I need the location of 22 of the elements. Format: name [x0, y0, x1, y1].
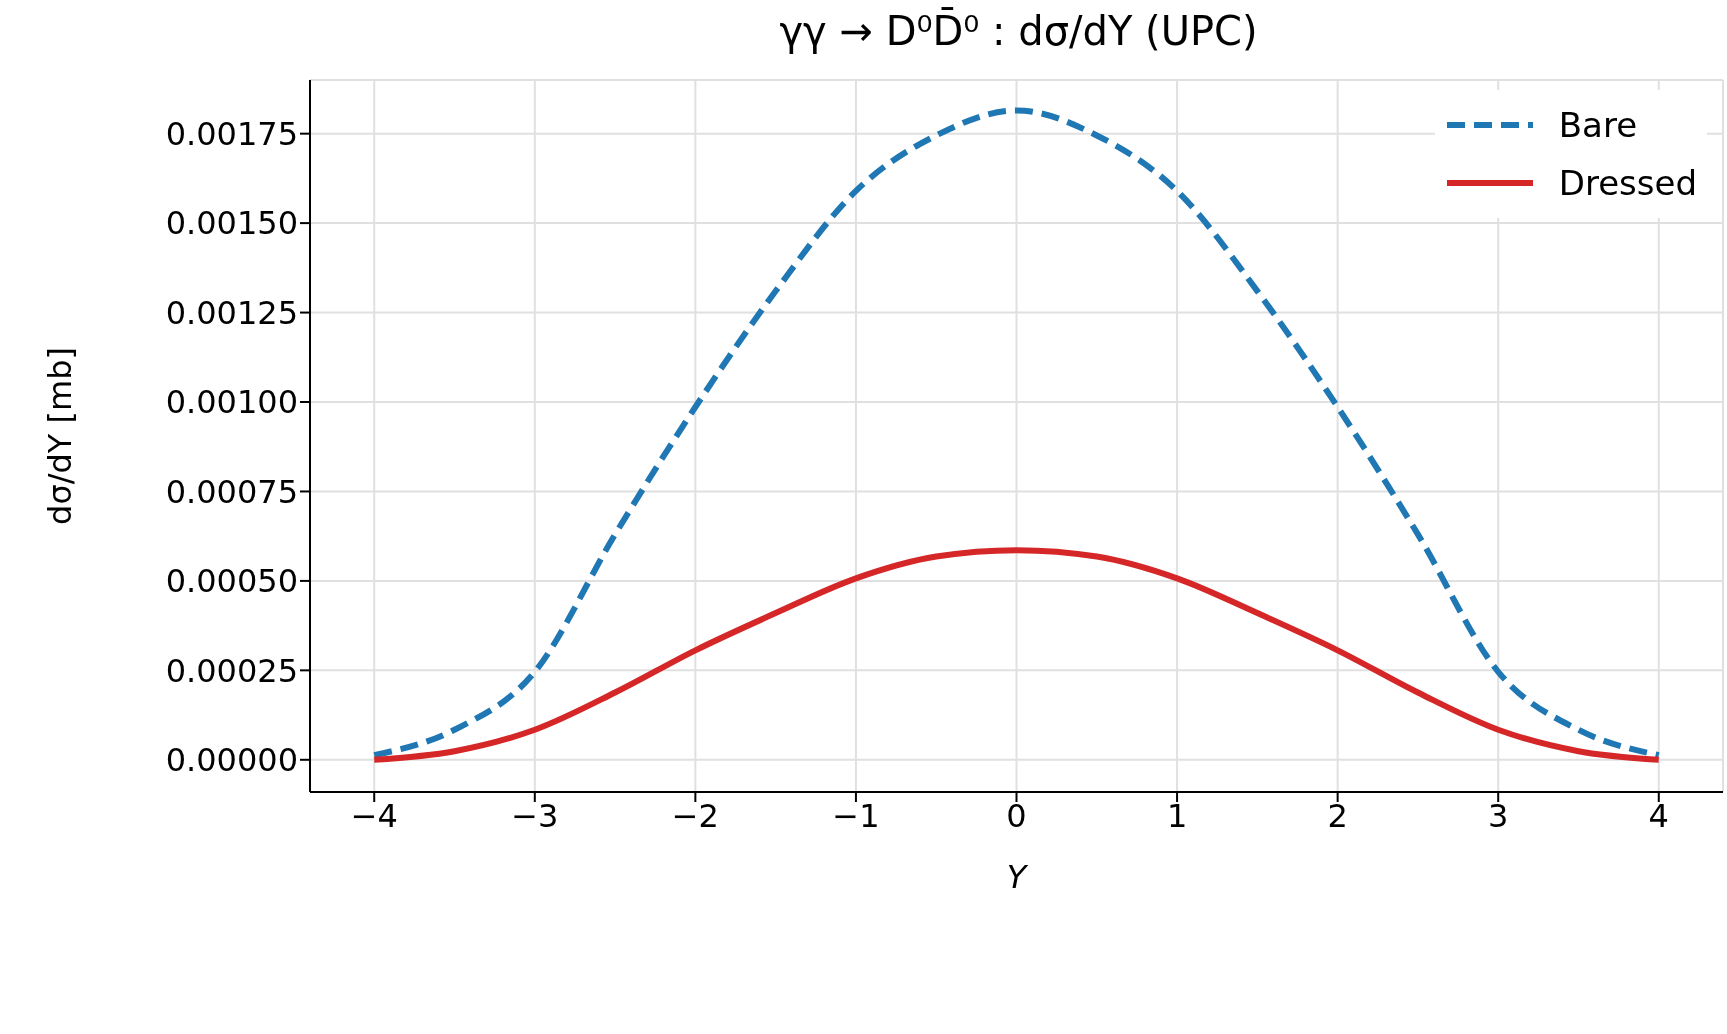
legend-label: Dressed — [1558, 163, 1697, 203]
x-tick-label: 3 — [1488, 796, 1509, 835]
y-tick-label: 0.00050 — [165, 562, 298, 601]
x-tick-label: 4 — [1648, 796, 1669, 835]
y-tick-label: 0.00175 — [165, 115, 298, 154]
y-tick-label: 0.00100 — [165, 383, 298, 422]
x-tick-label: −3 — [511, 796, 559, 835]
x-tick-label: −2 — [671, 796, 719, 835]
x-tick-label: 1 — [1166, 796, 1188, 835]
y-axis-title: dσ/dY [mb] — [41, 347, 80, 525]
x-tick-label: 0 — [1006, 796, 1027, 835]
chart-title: γγ → D⁰D̄⁰ : dσ/dY (UPC) — [778, 8, 1259, 54]
legend-label: Bare — [1558, 105, 1638, 145]
x-axis-title: Y — [1006, 858, 1029, 896]
y-tick-label: 0.00125 — [165, 293, 298, 332]
x-tick-label: −1 — [832, 796, 880, 835]
y-tick-label: 0.00000 — [165, 741, 298, 780]
y-tick-label: 0.00075 — [165, 472, 298, 511]
x-tick-label: 2 — [1327, 796, 1348, 835]
x-tick-label: −4 — [350, 796, 398, 835]
y-tick-label: 0.00150 — [165, 204, 298, 243]
y-tick-label: 0.00025 — [165, 651, 298, 690]
